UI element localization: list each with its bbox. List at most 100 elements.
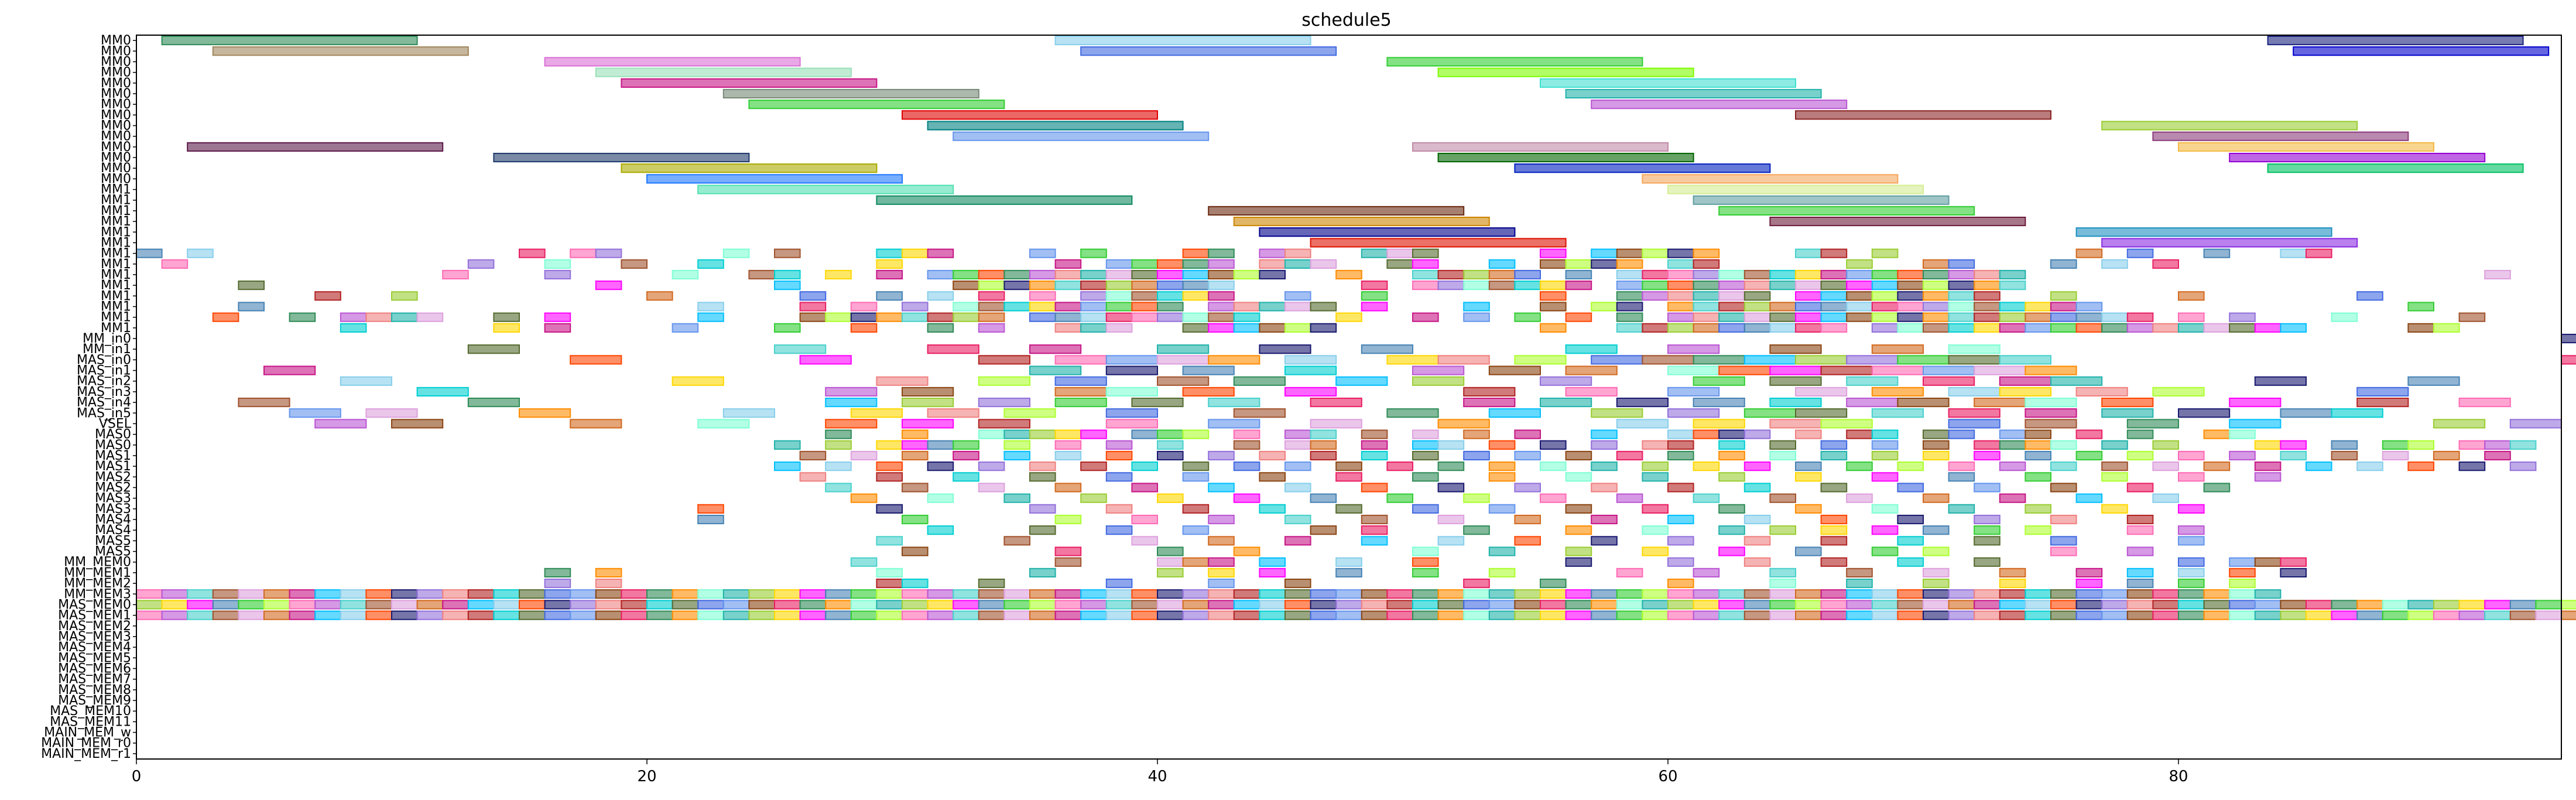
- task-bar: [1642, 440, 1669, 450]
- task-bar: [1999, 387, 2052, 397]
- task-bar: [1029, 365, 1082, 375]
- task-bar: [2254, 557, 2282, 567]
- y-tick-label: MAS_MEM5: [58, 651, 131, 665]
- task-bar: [1820, 248, 1848, 258]
- task-bar: [1259, 472, 1286, 482]
- task-bar: [825, 600, 852, 610]
- task-bar: [519, 589, 546, 599]
- task-bar: [1157, 344, 1210, 354]
- task-bar: [2407, 600, 2434, 610]
- task-bar: [2203, 248, 2231, 258]
- y-tick-label: MAIN_MEM_r0: [41, 736, 131, 751]
- task-bar: [1105, 600, 1133, 610]
- task-bar: [1386, 461, 1413, 471]
- task-bar: [1820, 483, 1848, 493]
- task-bar: [1233, 312, 1260, 322]
- task-bar: [1743, 589, 1771, 599]
- task-bar: [1437, 610, 1465, 620]
- task-bar: [1131, 281, 1159, 290]
- task-bar: [1999, 440, 2026, 450]
- y-tick-label: MM1: [101, 289, 131, 303]
- task-bar: [263, 600, 290, 610]
- task-bar: [1718, 450, 1745, 461]
- task-bar: [1846, 610, 1873, 620]
- task-bar: [1029, 302, 1056, 312]
- task-bar: [978, 269, 1005, 280]
- task-bar: [748, 269, 776, 280]
- task-bar: [1361, 440, 1388, 450]
- task-bar: [1361, 344, 1414, 354]
- task-bar: [1974, 365, 2026, 375]
- task-bar: [825, 429, 852, 439]
- task-bar: [799, 472, 827, 482]
- task-bar: [2152, 259, 2179, 269]
- y-tick-label: MAS5: [95, 534, 131, 548]
- y-tick-label: MAS_MEM0: [58, 597, 131, 612]
- task-bar: [2254, 440, 2282, 450]
- task-bar: [953, 281, 979, 290]
- task-bar: [1488, 365, 1542, 375]
- task-bar: [1259, 344, 1311, 354]
- task-bar: [2101, 121, 2358, 131]
- task-bar: [1310, 398, 1362, 408]
- y-tick-label: MAIN_MEM_r1: [41, 747, 131, 761]
- task-bar: [1795, 323, 1822, 333]
- task-bar: [1029, 461, 1056, 471]
- task-bar: [2561, 600, 2576, 610]
- y-tick-label: MM0: [101, 54, 131, 69]
- task-bar: [697, 259, 724, 269]
- task-bar: [1233, 269, 1260, 280]
- task-bar: [876, 472, 903, 482]
- task-bar: [1769, 579, 1796, 589]
- task-bar: [1054, 557, 1082, 567]
- task-bar: [1131, 259, 1159, 269]
- task-bar: [2050, 600, 2077, 610]
- task-bar: [1259, 450, 1286, 461]
- task-bar: [850, 600, 878, 610]
- task-bar: [2101, 600, 2128, 610]
- y-tick-label: MM0: [101, 97, 131, 112]
- task-bar: [1948, 472, 1975, 482]
- task-bar: [978, 281, 1005, 290]
- y-tick-label: MAS_in4: [77, 395, 131, 410]
- task-bar: [1029, 281, 1056, 290]
- task-bar: [1795, 291, 1822, 301]
- task-bar: [876, 600, 903, 610]
- task-bar: [1157, 440, 1184, 450]
- task-bar: [1157, 429, 1184, 439]
- task-bar: [1157, 546, 1184, 556]
- task-bar: [1054, 376, 1107, 386]
- task-bar: [1693, 398, 1745, 408]
- task-bar: [1565, 589, 1592, 599]
- task-bar: [1361, 450, 1388, 461]
- task-bar: [1412, 450, 1439, 461]
- y-tick-label: MAS_MEM10: [50, 704, 131, 719]
- task-bar: [416, 312, 444, 322]
- task-bar: [1233, 408, 1286, 418]
- task-bar: [1871, 504, 1899, 514]
- task-bar: [953, 302, 979, 312]
- task-bar: [1540, 376, 1592, 386]
- task-bar: [1259, 600, 1286, 610]
- task-bar: [2126, 312, 2154, 322]
- task-bar: [1003, 302, 1031, 312]
- task-bar: [825, 269, 852, 280]
- task-bar: [1743, 302, 1771, 312]
- task-bar: [1591, 248, 1618, 258]
- task-bar: [1591, 408, 1643, 418]
- task-bar: [1743, 536, 1771, 546]
- task-bar: [1591, 355, 1643, 365]
- task-bar: [2254, 376, 2307, 386]
- task-bar: [467, 600, 495, 610]
- task-bar: [238, 610, 265, 620]
- task-bar: [2101, 398, 2154, 408]
- task-bar: [595, 579, 622, 589]
- task-bar: [799, 291, 827, 301]
- task-bar: [1795, 610, 1822, 620]
- task-bar: [1208, 259, 1235, 269]
- task-bar: [1667, 248, 1694, 258]
- task-bar: [1923, 579, 1950, 589]
- task-bar: [2075, 312, 2103, 322]
- task-bar: [1310, 525, 1337, 535]
